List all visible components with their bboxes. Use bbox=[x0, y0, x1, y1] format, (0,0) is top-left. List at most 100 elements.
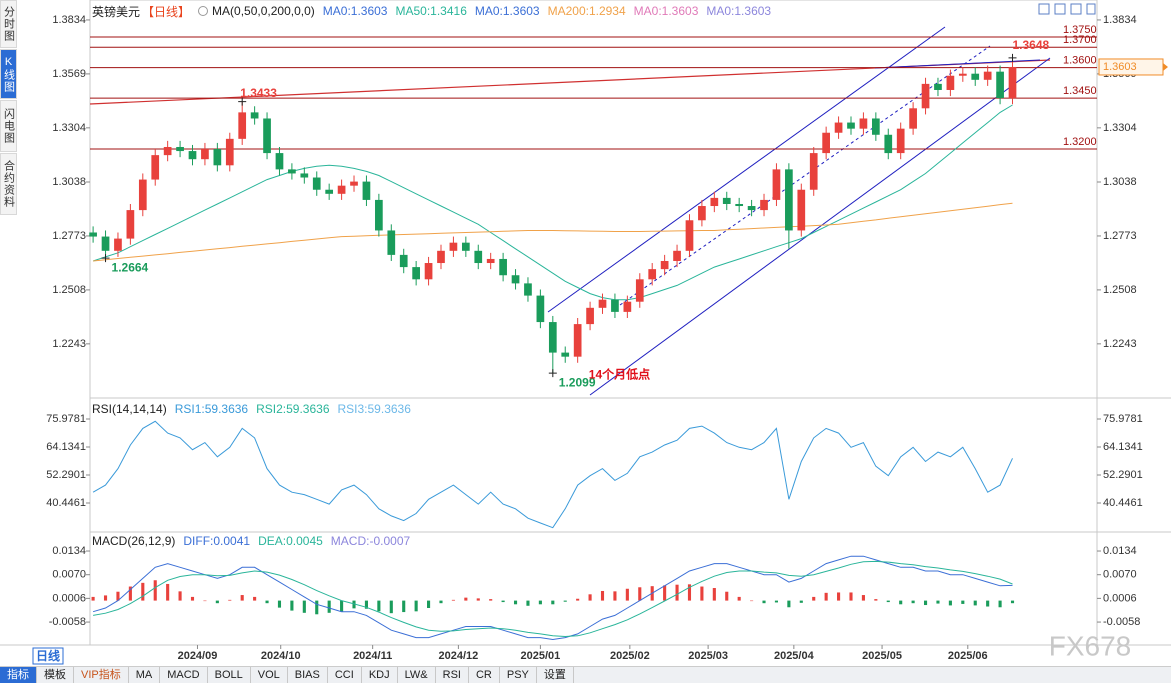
tab[interactable]: 设置 bbox=[537, 667, 574, 683]
icon[interactable] bbox=[1070, 3, 1082, 15]
macd-bar bbox=[141, 582, 145, 601]
candle-body bbox=[474, 250, 483, 264]
candle-body bbox=[486, 258, 495, 264]
icon[interactable] bbox=[1054, 3, 1066, 15]
macd-bar bbox=[315, 600, 319, 615]
y-tick-label: 75.9781 bbox=[1103, 413, 1143, 425]
candle-body bbox=[201, 149, 209, 160]
tab[interactable]: PSY bbox=[500, 667, 537, 683]
tab[interactable]: BIAS bbox=[288, 667, 328, 683]
x-tick-label: 2025/01 bbox=[521, 650, 561, 662]
candle-body bbox=[213, 149, 222, 166]
tab[interactable]: MA bbox=[129, 667, 161, 683]
candle-body bbox=[511, 275, 520, 284]
macd-bar bbox=[576, 598, 580, 601]
side-tab[interactable]: 闪电图 bbox=[0, 100, 17, 152]
tab[interactable]: CR bbox=[469, 667, 500, 683]
candle-body bbox=[250, 112, 259, 119]
annotation-value: 1.3648 bbox=[1013, 38, 1050, 52]
tab[interactable]: VIP指标 bbox=[74, 667, 129, 683]
y-tick-label: 52.2901 bbox=[1103, 469, 1143, 481]
y-tick-label: 1.2773 bbox=[1103, 230, 1137, 242]
annotation-marker bbox=[548, 369, 557, 378]
macd-bar bbox=[725, 591, 729, 601]
last-price: 1.3603 bbox=[1103, 61, 1137, 73]
pane-header: MACD(26,12,9) DIFF:0.0041 DEA:0.0045 MACD:-… bbox=[92, 533, 410, 549]
candle-body bbox=[101, 236, 110, 251]
candle-body bbox=[176, 146, 184, 152]
x-tick-label: 2024/11 bbox=[353, 650, 392, 662]
candle-body bbox=[225, 138, 234, 166]
macd-bar bbox=[986, 600, 990, 607]
tab[interactable]: KDJ bbox=[362, 667, 398, 683]
candle-body bbox=[399, 254, 408, 268]
candle-body bbox=[896, 128, 905, 154]
line bbox=[92, 555, 1013, 641]
level-label: 1.3700 bbox=[1063, 34, 1097, 46]
tab[interactable]: 指标 bbox=[0, 667, 37, 683]
legend-entry: RSI3:59.3636 bbox=[337, 402, 411, 416]
legend-entry: MA200:1.2934 bbox=[547, 4, 626, 18]
tab[interactable]: 模板 bbox=[37, 667, 74, 683]
tab[interactable]: VOL bbox=[251, 667, 288, 683]
side-tab[interactable]: 分时图 bbox=[0, 0, 17, 48]
macd-bar bbox=[750, 600, 754, 602]
line bbox=[92, 104, 1013, 301]
line bbox=[93, 202, 1013, 262]
candle-body bbox=[188, 151, 197, 160]
x-tick-label: 2025/04 bbox=[774, 650, 815, 662]
candle-body bbox=[884, 134, 893, 154]
period-label[interactable]: 日线 bbox=[36, 648, 60, 663]
candle-body bbox=[735, 203, 744, 207]
level-label: 1.3750 bbox=[1063, 24, 1097, 36]
macd-bar bbox=[215, 600, 219, 604]
candle-body bbox=[611, 299, 619, 312]
macd-bar bbox=[389, 600, 393, 614]
tab[interactable]: RSI bbox=[436, 667, 469, 683]
level-label: 1.3200 bbox=[1063, 136, 1097, 148]
last-price-arrow bbox=[1163, 62, 1168, 71]
candle-body bbox=[325, 189, 334, 194]
macd-bar bbox=[886, 600, 890, 603]
candle-body bbox=[412, 267, 420, 280]
tab[interactable]: BOLL bbox=[208, 667, 251, 683]
candle-body bbox=[785, 169, 793, 231]
macd-bar bbox=[861, 595, 865, 601]
icon[interactable] bbox=[1086, 3, 1096, 15]
tab[interactable]: MACD bbox=[160, 667, 208, 683]
side-tab[interactable]: 合约资料 bbox=[0, 153, 17, 215]
channel-line bbox=[874, 59, 1041, 69]
side-tab[interactable]: K线图 bbox=[0, 49, 17, 99]
period-box[interactable] bbox=[32, 647, 64, 665]
macd-bar bbox=[501, 600, 505, 603]
macd-bar bbox=[265, 600, 269, 604]
candle-body bbox=[275, 153, 284, 170]
macd-bar bbox=[476, 598, 480, 601]
y-tick-label: 0.0134 bbox=[52, 545, 86, 557]
macd-bar bbox=[563, 600, 567, 602]
macd-bar bbox=[451, 599, 455, 601]
candle-body bbox=[238, 112, 247, 139]
channel-line bbox=[547, 26, 946, 313]
pane-title: RSI(14,14,14) bbox=[92, 402, 167, 416]
macd-bar bbox=[538, 600, 542, 605]
macd-bar bbox=[228, 599, 232, 601]
macd-bar bbox=[874, 599, 878, 601]
macd-bar bbox=[253, 596, 257, 601]
macd-bar bbox=[302, 600, 306, 613]
pane-header: RSI(14,14,14) RSI1:59.3636 RSI2:59.3636 RSI… bbox=[92, 401, 411, 417]
candle-body bbox=[921, 83, 930, 109]
macd-bar bbox=[91, 596, 95, 601]
icon[interactable] bbox=[1038, 3, 1050, 15]
candle-body bbox=[89, 232, 97, 237]
candle-body bbox=[300, 173, 309, 178]
period: 【日线】 bbox=[142, 4, 191, 19]
candle-body bbox=[685, 220, 694, 251]
macd-bar bbox=[513, 600, 518, 605]
annotation-value: 1.2099 bbox=[559, 375, 596, 389]
macd-bar bbox=[973, 600, 977, 606]
x-tick-label: 2024/12 bbox=[439, 650, 479, 662]
tab[interactable]: CCI bbox=[328, 667, 362, 683]
tab[interactable]: LW& bbox=[398, 667, 436, 683]
